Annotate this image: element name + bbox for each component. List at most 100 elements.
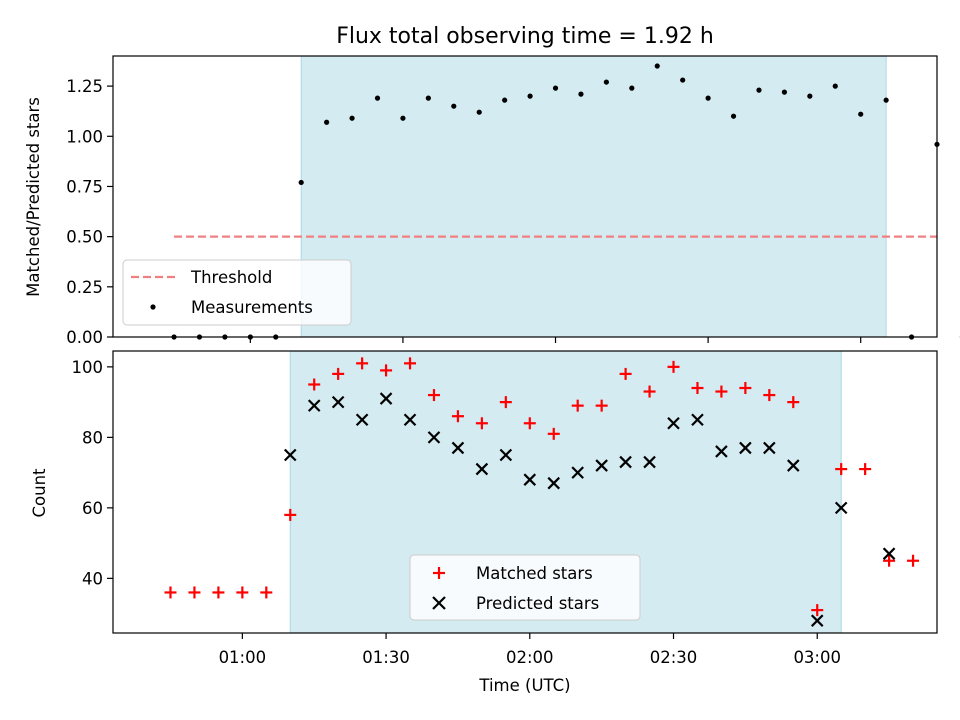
matched-star-point bbox=[571, 399, 584, 412]
legend-predicted-label: Predicted stars bbox=[476, 594, 599, 613]
matched-star-point bbox=[547, 427, 560, 440]
measurement-point bbox=[781, 89, 788, 95]
predicted-star-point bbox=[331, 395, 345, 409]
bottom-x-tick-label: 03:00 bbox=[793, 648, 841, 667]
predicted-star-point bbox=[834, 501, 848, 515]
measurement-point bbox=[552, 85, 559, 91]
bottom-x-tick-label: 02:00 bbox=[506, 648, 554, 667]
matched-star-point bbox=[859, 463, 872, 476]
bottom-y-tick-label: 80 bbox=[82, 428, 103, 447]
measurement-point bbox=[654, 63, 660, 69]
top-legend: Threshold Measurements bbox=[122, 259, 352, 326]
predicted-star-point bbox=[763, 441, 776, 455]
predicted-star-point bbox=[403, 413, 417, 427]
bottom-x-tick-label: 01:30 bbox=[362, 648, 410, 667]
bottom-x-tick-label: 01:00 bbox=[219, 648, 267, 667]
predicted-star-point bbox=[882, 547, 896, 560]
matched-star-point bbox=[260, 586, 273, 599]
legend-predicted-swatch bbox=[432, 596, 446, 610]
matched-stars-series bbox=[164, 357, 920, 617]
measurement-point bbox=[425, 95, 431, 101]
matched-star-point bbox=[427, 389, 440, 402]
measurement-point bbox=[629, 85, 635, 91]
matched-star-point bbox=[451, 410, 464, 423]
predicted-star-stroke-b bbox=[619, 455, 632, 469]
matched-star-point bbox=[763, 389, 776, 402]
legend-matched-swatch bbox=[433, 567, 445, 579]
top-y-axis-label: Matched/Predicted stars bbox=[24, 97, 43, 297]
matched-star-point bbox=[907, 554, 920, 567]
matched-star-point bbox=[883, 554, 896, 567]
matched-star-point bbox=[499, 396, 512, 409]
matched-star-point bbox=[739, 382, 752, 395]
measurement-point bbox=[730, 113, 737, 119]
predicted-star-point bbox=[619, 455, 632, 469]
matched-star-point bbox=[667, 360, 680, 373]
predicted-star-stroke-b bbox=[834, 501, 848, 515]
measurement-point bbox=[756, 87, 762, 93]
matched-star-point bbox=[835, 463, 848, 476]
predicted-star-point bbox=[451, 441, 465, 455]
predicted-star-point bbox=[595, 459, 608, 472]
top-y-tick-label: 0.50 bbox=[66, 228, 103, 247]
legend-measurements-swatch bbox=[150, 304, 156, 310]
legend-measurements-label: Measurements bbox=[191, 298, 313, 317]
predicted-star-stroke-b bbox=[667, 416, 680, 430]
bottom-y-tick-label: 60 bbox=[82, 499, 103, 518]
measurement-point bbox=[527, 93, 533, 99]
predicted-star-stroke-b bbox=[427, 431, 441, 444]
measurement-point bbox=[832, 83, 838, 89]
bottom-x-tick-label: 02:30 bbox=[650, 648, 698, 667]
measurement-point bbox=[705, 95, 711, 101]
bottom-legend: Matched stars Predicted stars bbox=[409, 554, 641, 621]
predicted-star-point bbox=[499, 448, 513, 462]
top-y-tick-label: 0.25 bbox=[66, 278, 103, 297]
predicted-star-point bbox=[475, 462, 489, 476]
top-y-tick-label: 1.00 bbox=[66, 127, 103, 146]
bottom-y-tick-label: 100 bbox=[72, 358, 104, 377]
top-y-tick-label: 1.25 bbox=[66, 77, 103, 96]
predicted-star-point bbox=[307, 399, 321, 412]
bottom-marks bbox=[164, 357, 920, 627]
predicted-star-point bbox=[427, 431, 441, 444]
predicted-star-stroke-b bbox=[283, 448, 297, 462]
bottom-y-axis-label: Count bbox=[30, 468, 49, 518]
predicted-star-point bbox=[355, 413, 369, 427]
legend-threshold-label: Threshold bbox=[190, 268, 272, 287]
predicted-star-stroke-b bbox=[739, 441, 752, 455]
predicted-star-stroke-b bbox=[499, 448, 513, 462]
predicted-star-stroke-b bbox=[475, 462, 489, 476]
matched-star-point bbox=[236, 586, 249, 599]
matched-star-point bbox=[595, 399, 608, 412]
top-shaded-region bbox=[301, 56, 887, 337]
predicted-star-stroke-b bbox=[547, 476, 561, 490]
measurement-point bbox=[680, 77, 686, 83]
predicted-star-point bbox=[379, 392, 393, 405]
top-legend-box bbox=[122, 259, 352, 326]
matched-star-point bbox=[356, 357, 369, 370]
top-frame bbox=[112, 55, 938, 338]
bottom-legend-box bbox=[409, 554, 641, 621]
x-axis-label: Time (UTC) bbox=[478, 676, 570, 695]
predicted-star-point bbox=[643, 455, 656, 469]
predicted-star-stroke-b bbox=[331, 395, 345, 409]
predicted-star-stroke-b bbox=[787, 459, 800, 472]
measurement-point bbox=[807, 93, 813, 99]
predicted-star-stroke-b bbox=[451, 441, 465, 455]
predicted-star-stroke-b bbox=[379, 392, 393, 405]
matched-star-point bbox=[212, 586, 225, 599]
predicted-star-point bbox=[283, 448, 297, 462]
bottom-frame bbox=[112, 350, 938, 634]
predicted-star-point bbox=[810, 614, 824, 627]
predicted-star-stroke-b bbox=[403, 413, 417, 427]
matched-star-point bbox=[380, 364, 393, 377]
measurement-point bbox=[603, 79, 609, 85]
predicted-star-stroke-b bbox=[691, 413, 704, 427]
predicted-star-stroke-b bbox=[307, 399, 321, 412]
bottom-y-tick-label: 40 bbox=[82, 569, 103, 588]
matched-star-point bbox=[475, 417, 488, 430]
predicted-star-stroke-b bbox=[355, 413, 369, 427]
matched-star-point bbox=[332, 367, 345, 380]
measurement-point bbox=[400, 115, 406, 121]
